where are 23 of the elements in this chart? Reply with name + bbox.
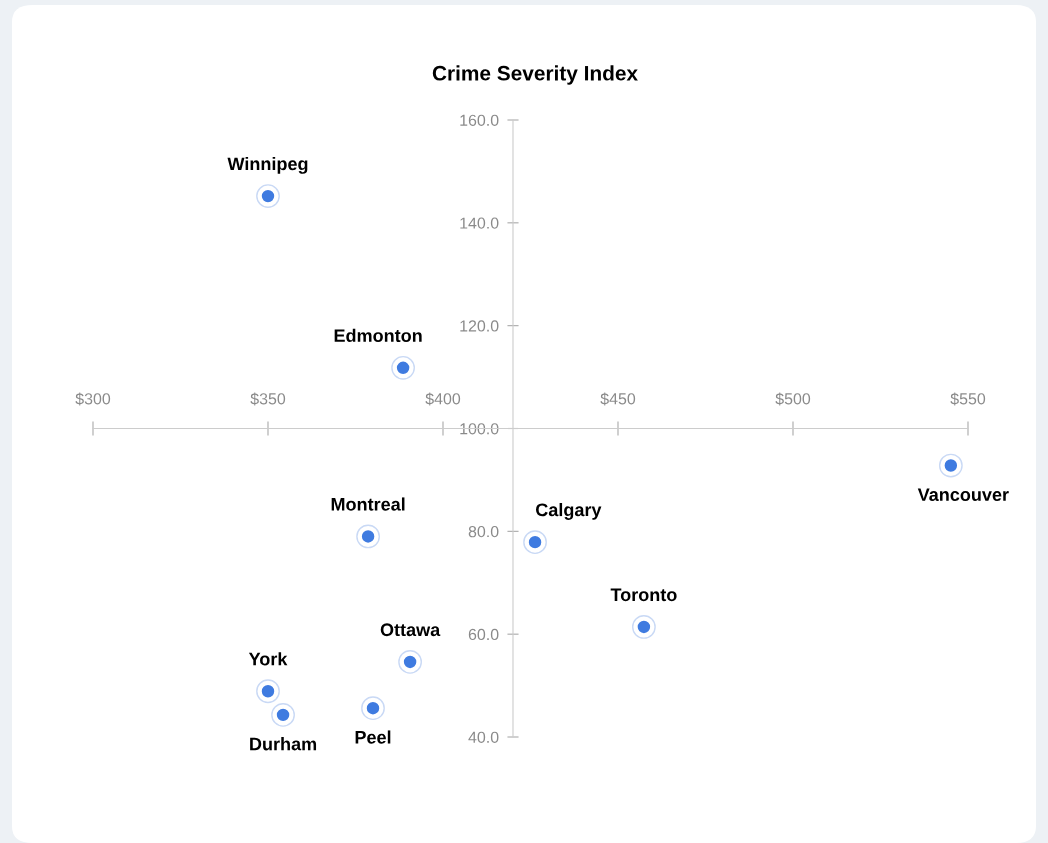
x-tick-label: $350 [250,392,286,406]
x-tick-label: $300 [75,392,111,406]
annotation: Calgary [536,503,602,520]
y-tick-label: 160.0 [460,114,499,126]
annotation: Edmonton [334,328,422,343]
annotation: Montreal [331,497,405,511]
x-tick-label: $550 [950,392,986,406]
y-tick-label: 120.0 [460,320,499,332]
annotation: Toronto [610,588,677,602]
annotation: Vancouver [917,488,1009,501]
y-tick-label: 40.0 [468,731,499,743]
annotation: Durham [250,737,317,751]
y-tick-label: 80.0 [468,525,499,538]
annotation: Winnipeg [227,156,308,174]
y-tick-label: 140.0 [460,217,499,229]
x-tick-label: $450 [600,392,636,406]
annotation: York [248,652,288,666]
annotation: Ottawa [380,623,441,637]
annotation: Peel [355,730,391,744]
y-tick-label: 60.0 [468,628,499,641]
x-tick-label: $400 [425,392,461,406]
chart-title: Crime Severity Index [432,65,638,85]
x-tick-label: $500 [775,392,811,406]
